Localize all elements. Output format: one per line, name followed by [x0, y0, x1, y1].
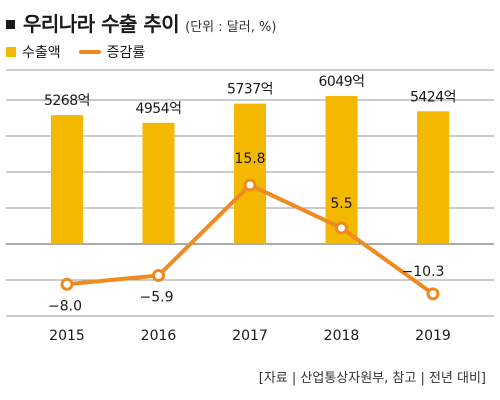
- bar: [234, 103, 266, 244]
- bar-value-label: 4954억: [135, 101, 181, 117]
- title-square-icon: [6, 20, 15, 29]
- chart-title: 우리나라 수출 추이: [23, 12, 180, 36]
- bar: [51, 115, 83, 244]
- legend-line-label: 증감률: [106, 45, 146, 61]
- unit-note: (단위 : 달러, %): [185, 20, 277, 35]
- growth-rate-point: [60, 277, 74, 291]
- growth-rate-label: −8.0: [48, 298, 82, 314]
- legend-bar-label: 수출액: [22, 45, 61, 61]
- growth-rate-label: 5.5: [330, 196, 352, 212]
- growth-rate-point: [426, 287, 440, 301]
- growth-rate-point: [243, 178, 257, 192]
- growth-rate-point: [335, 221, 348, 235]
- bar: [417, 111, 449, 245]
- bar-value-label: 5268억: [44, 93, 90, 109]
- chart-title-row: 우리나라 수출 추이 (단위 : 달러, %): [6, 8, 276, 37]
- x-tick-label: 2017: [232, 328, 268, 344]
- x-tick-label: 2018: [324, 328, 360, 344]
- x-tick-label: 2016: [141, 328, 177, 344]
- legend-item-bars: 수출액: [6, 42, 61, 62]
- growth-rate-label: −10.3: [402, 264, 445, 280]
- bar: [142, 122, 175, 244]
- x-tick-label: 2015: [49, 328, 85, 344]
- source-note: [자료 | 산업통상자원부, 참고 | 전년 대비]: [258, 371, 486, 386]
- bar-value-label: 5424억: [410, 89, 456, 105]
- line-swatch-icon: [78, 50, 101, 54]
- legend-item-line: 증감률: [78, 42, 146, 62]
- legend: 수출액 증감률: [6, 42, 163, 62]
- x-tick-label: 2019: [415, 328, 451, 344]
- growth-rate-point: [152, 269, 165, 283]
- growth-rate-label: −5.9: [140, 290, 174, 306]
- bar: [325, 96, 358, 244]
- bar-value-label: 5737억: [227, 82, 273, 98]
- growth-rate-label: 15.8: [234, 151, 265, 167]
- bar-swatch-icon: [6, 47, 16, 57]
- bar-value-label: 6049억: [318, 74, 364, 90]
